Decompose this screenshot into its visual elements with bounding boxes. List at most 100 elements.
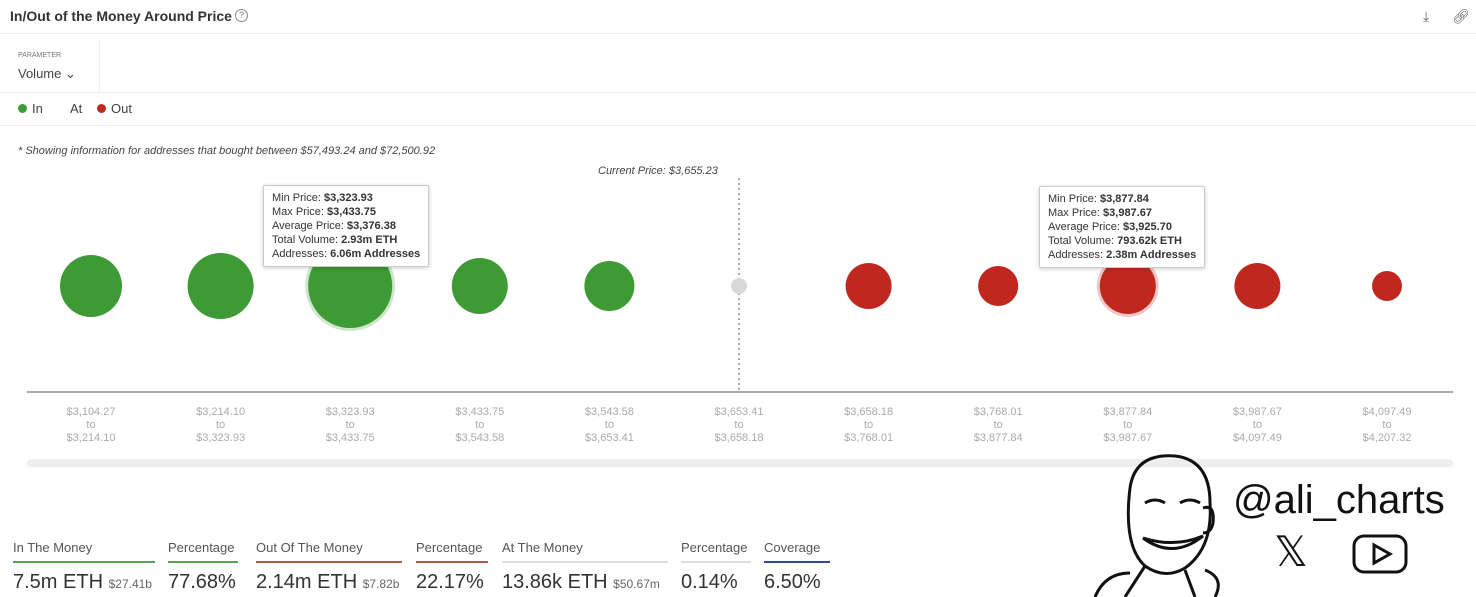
tick-line: $3,877.84 bbox=[1103, 406, 1153, 418]
stat-label: Out Of The Money bbox=[256, 540, 402, 563]
tooltip-row: Max Price: $3,433.75 bbox=[272, 205, 420, 219]
x-tick-label: $3,543.58 to $3,653.41 bbox=[554, 406, 664, 445]
divider bbox=[0, 33, 1476, 34]
bubble-out[interactable] bbox=[1234, 263, 1281, 309]
bubble-out[interactable] bbox=[1372, 271, 1402, 301]
tooltip-key: Min Price: bbox=[1048, 193, 1097, 205]
parameter-select-container bbox=[0, 40, 100, 92]
tooltip-value: $3,433.75 bbox=[327, 206, 376, 218]
tick-line: to bbox=[86, 419, 96, 431]
tick-line: $3,543.58 bbox=[584, 406, 634, 418]
youtube-icon bbox=[1352, 534, 1408, 574]
watermark-handle: @ali_charts bbox=[1233, 478, 1445, 522]
download-icon[interactable]: ⤓ bbox=[1423, 8, 1430, 24]
tooltip-value: 2.93m ETH bbox=[341, 234, 398, 246]
tooltip-row: Average Price: $3,376.38 bbox=[272, 219, 420, 233]
bubble-in[interactable] bbox=[60, 255, 122, 317]
in-dot-icon bbox=[18, 104, 27, 113]
legend-label: At bbox=[70, 101, 83, 116]
tooltip-value: 2.38m Addresses bbox=[1106, 249, 1197, 261]
current-price-label: Current Price: $3,655.23 bbox=[598, 165, 718, 177]
stat-at-the-money: At The Money 13.86k ETH $50.67m bbox=[502, 540, 668, 594]
out-dot-icon bbox=[97, 104, 106, 113]
stat-usd-value: $27.41b bbox=[108, 577, 152, 591]
stat-usd-value: $50.67m bbox=[613, 577, 660, 591]
tooltip-key: Addresses: bbox=[272, 248, 328, 260]
tick-line: $4,207.32 bbox=[1362, 432, 1412, 444]
tooltip-value: $3,925.70 bbox=[1123, 221, 1172, 233]
legend-at[interactable]: At bbox=[70, 101, 82, 116]
stat-value: 0.14% bbox=[681, 571, 738, 593]
tick-line: $3,987.67 bbox=[1232, 406, 1282, 418]
stat-in-the-money: In The Money 7.5m ETH $27.41b bbox=[13, 540, 155, 594]
tick-line: to bbox=[604, 419, 614, 431]
tooltip-row: Addresses: 6.06m Addresses bbox=[272, 247, 420, 261]
help-icon[interactable]: ? bbox=[235, 9, 248, 22]
tick-line: $3,768.01 bbox=[844, 432, 894, 444]
bubble-in[interactable] bbox=[584, 260, 635, 312]
bubble-out[interactable] bbox=[1099, 257, 1156, 315]
legend-label: In bbox=[32, 101, 43, 116]
stat-percentage: Percentage 22.17% bbox=[416, 540, 488, 594]
tick-line: $3,433.75 bbox=[325, 432, 375, 444]
stat-value: 6.50% bbox=[764, 571, 821, 593]
tick-line: to bbox=[345, 419, 355, 431]
tick-line: $3,543.58 bbox=[455, 432, 505, 444]
stat-percentage: Percentage 0.14% bbox=[681, 540, 751, 594]
stat-out-of-the-money: Out Of The Money 2.14m ETH $7.82b bbox=[256, 540, 402, 594]
stat-label: Percentage bbox=[681, 540, 751, 563]
divider bbox=[0, 92, 1476, 93]
stat-label: At The Money bbox=[502, 540, 668, 563]
chart-scrollbar[interactable] bbox=[27, 459, 1453, 467]
legend-out[interactable]: Out bbox=[97, 101, 132, 116]
tooltip-row: Addresses: 2.38m Addresses bbox=[1048, 248, 1196, 262]
tooltip-value: $3,987.67 bbox=[1103, 207, 1152, 219]
range-note: * Showing information for addresses that… bbox=[18, 145, 436, 157]
link-icon[interactable]: 🔗︎ bbox=[1452, 8, 1470, 24]
tick-line: $3,323.93 bbox=[325, 406, 375, 418]
x-tick-label: $3,433.75 to $3,543.58 bbox=[425, 406, 535, 445]
bubble-in[interactable] bbox=[187, 252, 254, 320]
x-tick-label: $3,323.93 to $3,433.75 bbox=[295, 406, 405, 445]
tooltip: Min Price: $3,323.93 Max Price: $3,433.75… bbox=[263, 185, 430, 267]
bubble-out[interactable] bbox=[978, 265, 1019, 307]
parameter-value: Volume bbox=[18, 66, 62, 81]
tooltip-value: $3,376.38 bbox=[347, 220, 396, 232]
tooltip-key: Min Price: bbox=[272, 192, 321, 204]
stat-value: 2.14m ETH bbox=[256, 571, 358, 593]
legend-in[interactable]: In bbox=[18, 101, 43, 116]
tick-line: $3,433.75 bbox=[455, 406, 505, 418]
tick-line: $3,658.18 bbox=[714, 432, 764, 444]
tick-line: $3,987.67 bbox=[1103, 432, 1153, 444]
bubble-out[interactable] bbox=[845, 263, 892, 309]
chevron-down-icon: ⌄ bbox=[65, 66, 76, 81]
x-tick-label: $3,214.10 to $3,323.93 bbox=[166, 406, 276, 445]
tooltip-key: Average Price: bbox=[1048, 221, 1120, 233]
stat-label: Coverage bbox=[764, 540, 830, 563]
tick-line: to bbox=[1123, 419, 1133, 431]
bubble-in[interactable] bbox=[451, 258, 508, 314]
tooltip-key: Total Volume: bbox=[1048, 235, 1115, 247]
stat-value: 13.86k ETH bbox=[502, 571, 608, 593]
tooltip: Min Price: $3,877.84 Max Price: $3,987.67… bbox=[1039, 186, 1206, 268]
x-logo-icon: 𝕏 bbox=[1274, 528, 1308, 575]
tick-line: $3,653.41 bbox=[584, 432, 634, 444]
stat-value: 7.5m ETH bbox=[13, 571, 104, 593]
tick-line: $3,653.41 bbox=[714, 406, 764, 418]
tick-line: to bbox=[993, 419, 1003, 431]
tick-line: to bbox=[864, 419, 874, 431]
tick-line: $3,214.10 bbox=[196, 406, 246, 418]
tick-line: $3,323.93 bbox=[196, 432, 246, 444]
tick-line: $4,097.49 bbox=[1232, 432, 1282, 444]
bubble-at[interactable] bbox=[731, 278, 747, 294]
tick-line: $3,214.10 bbox=[66, 432, 116, 444]
parameter-dropdown[interactable]: Volume ⌄ bbox=[18, 66, 76, 82]
tick-line: to bbox=[1382, 419, 1392, 431]
watermark-avatar-logo bbox=[1093, 454, 1220, 597]
tooltip-key: Average Price: bbox=[272, 220, 344, 232]
stat-label: Percentage bbox=[168, 540, 238, 563]
tick-line: $3,877.84 bbox=[973, 432, 1023, 444]
stat-value: 77.68% bbox=[168, 571, 236, 593]
bubble-chart bbox=[27, 178, 1453, 393]
tick-line: to bbox=[216, 419, 226, 431]
